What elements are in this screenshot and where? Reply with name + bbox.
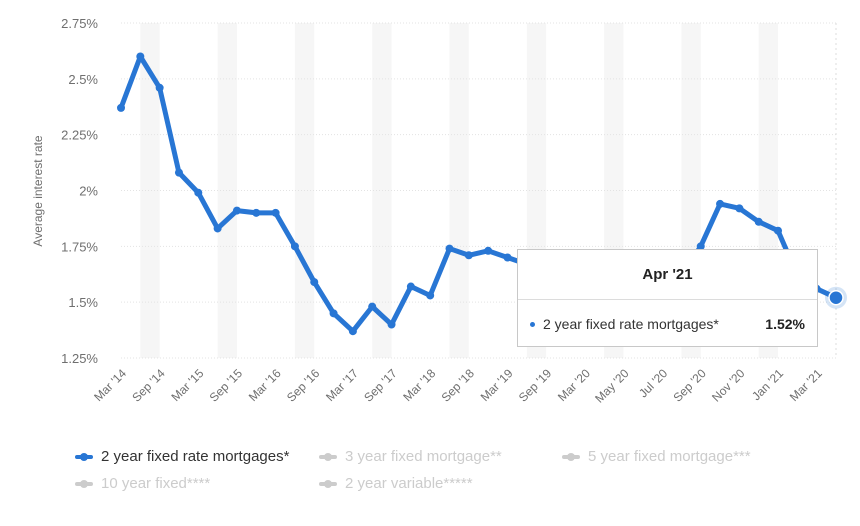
x-tick-label: Sep '17	[361, 366, 400, 405]
data-point	[445, 244, 454, 253]
x-tick-label: Sep '20	[670, 366, 709, 405]
x-tick-label: Sep '14	[129, 366, 168, 405]
data-point	[136, 52, 145, 61]
x-tick-label: Mar '16	[246, 366, 284, 404]
legend-swatch	[75, 479, 93, 488]
legend-swatch	[319, 479, 337, 488]
line-chart: 1.25%1.5%1.75%2%2.25%2.5%2.75% Mar '14 Se…	[31, 16, 847, 406]
legend-swatch	[75, 452, 93, 461]
y-axis-ticks: 1.25% 1.5% 1.75% 2% 2.25% 2.5% 2.75%	[61, 16, 98, 366]
y-tick-label: 2.25%	[61, 128, 98, 143]
data-point	[213, 224, 222, 233]
tooltip-title: Apr '21	[518, 250, 817, 300]
legend-item-10yr-fixed[interactable]: 10 year fixed****	[75, 475, 210, 492]
data-point	[406, 282, 415, 291]
legend-item-5yr-fixed[interactable]: 5 year fixed mortgage***	[562, 448, 751, 465]
tooltip-value: 1.52%	[765, 316, 805, 332]
legend-label: 3 year fixed mortgage**	[345, 448, 502, 465]
data-point	[348, 327, 357, 336]
data-point	[426, 291, 435, 300]
y-axis-label: Average interest rate	[31, 135, 45, 247]
y-tick-label: 2.5%	[68, 72, 98, 87]
x-tick-label: Mar '18	[400, 366, 438, 404]
plot-band	[449, 23, 469, 358]
data-point	[503, 253, 512, 262]
data-point	[735, 204, 744, 213]
y-tick-label: 2.75%	[61, 16, 98, 31]
plot-band	[372, 23, 392, 358]
x-tick-label: Jan '21	[749, 366, 786, 403]
data-point	[155, 83, 164, 92]
legend-label: 5 year fixed mortgage***	[588, 448, 751, 465]
y-tick-label: 2%	[79, 184, 98, 199]
data-point	[464, 251, 473, 260]
y-tick-label: 1.5%	[68, 295, 98, 310]
tooltip-series-name: 2 year fixed rate mortgages*	[543, 316, 719, 332]
y-tick-label: 1.75%	[61, 239, 98, 254]
data-point	[232, 206, 241, 215]
data-point	[117, 103, 125, 112]
data-point	[484, 246, 493, 255]
x-tick-label: Mar '19	[478, 366, 516, 404]
legend-label: 2 year fixed rate mortgages*	[101, 448, 290, 465]
legend-swatch	[319, 452, 337, 461]
data-point	[174, 168, 183, 177]
legend-swatch	[562, 452, 580, 461]
data-point	[290, 242, 299, 251]
legend-label: 10 year fixed****	[101, 475, 211, 492]
tooltip-row: 2 year fixed rate mortgages* 1.52%	[518, 300, 817, 348]
x-tick-label: Mar '15	[168, 366, 206, 404]
x-tick-label: Sep '15	[207, 366, 246, 405]
legend-item-3yr-fixed[interactable]: 3 year fixed mortgage**	[319, 448, 502, 465]
x-tick-label: Mar '14	[91, 366, 129, 404]
tooltip: Apr '21 2 year fixed rate mortgages* 1.5…	[517, 249, 818, 347]
data-point	[774, 226, 783, 235]
highlight-point	[828, 289, 844, 306]
data-point	[252, 208, 261, 217]
legend-label: 2 year variable*****	[345, 475, 473, 492]
legend-item-2yr-variable[interactable]: 2 year variable*****	[319, 475, 473, 492]
x-tick-label: Sep '18	[439, 366, 478, 405]
data-point	[754, 217, 763, 226]
legend-item-2yr-fixed[interactable]: 2 year fixed rate mortgages*	[75, 448, 289, 465]
x-tick-label: Jul '20	[636, 366, 670, 400]
gridlines	[121, 22, 837, 359]
y-tick-label: 1.25%	[61, 351, 98, 366]
x-tick-label: Nov '20	[709, 366, 748, 405]
x-tick-label: Sep '19	[516, 366, 555, 405]
data-point	[696, 242, 705, 251]
x-tick-label: Mar '17	[323, 366, 361, 404]
plot-band	[140, 23, 160, 358]
x-tick-label: May '20	[592, 366, 632, 406]
data-point	[329, 309, 338, 318]
data-point	[368, 302, 377, 311]
data-point	[716, 199, 725, 208]
data-point	[387, 320, 396, 329]
tooltip-bullet	[530, 321, 535, 327]
plot-band	[217, 23, 237, 358]
data-point	[194, 188, 203, 197]
x-tick-label: Mar '21	[787, 366, 825, 404]
data-point	[271, 208, 280, 217]
x-tick-label: Sep '16	[284, 366, 323, 405]
data-point	[310, 278, 319, 287]
x-axis-ticks: Mar '14 Sep '14 Mar '15 Sep '15 Mar '16 Sep '…	[91, 366, 825, 406]
x-tick-label: Mar '20	[555, 366, 593, 404]
